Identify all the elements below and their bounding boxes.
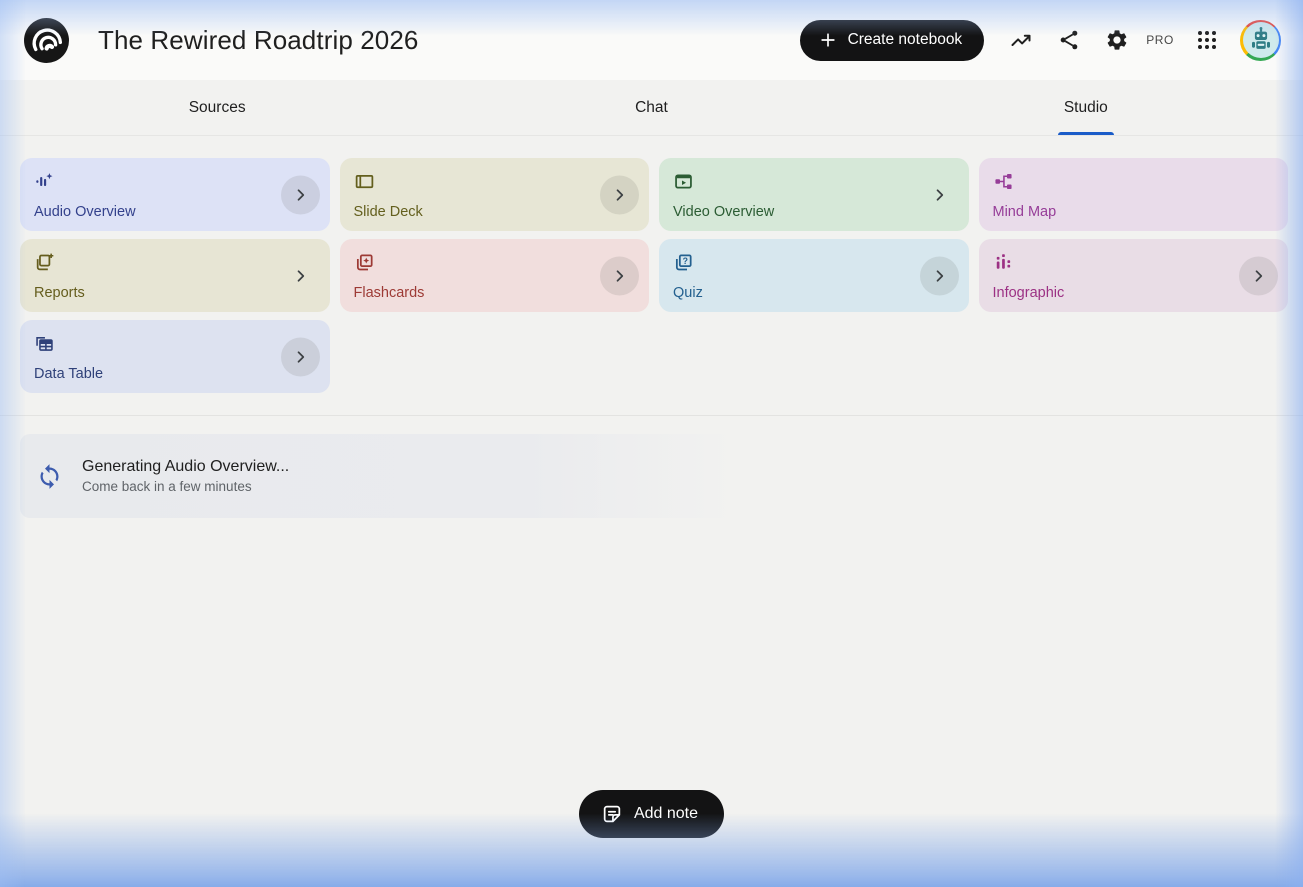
chevron-right-icon[interactable]	[280, 337, 320, 376]
user-avatar-robot-icon	[1242, 22, 1279, 58]
chevron-right-icon[interactable]	[600, 256, 639, 295]
tab-sources-label: Sources	[188, 98, 246, 116]
generation-status-text: Generating Audio Overview... Come back i…	[82, 458, 289, 494]
studio-card-quiz[interactable]: ? Quiz	[659, 239, 969, 312]
infographic-bars-icon	[993, 252, 1275, 273]
flashcards-star-icon	[354, 252, 636, 273]
studio-card-mind-map[interactable]: Mind Map	[978, 158, 1288, 231]
mind-map-nodes-icon	[993, 171, 1275, 192]
add-note-area: Add note	[0, 790, 1303, 887]
chevron-right-icon[interactable]	[920, 175, 959, 214]
studio-card-label-mind-map: Mind Map	[992, 204, 1057, 220]
data-table-grid-icon	[34, 333, 316, 354]
chevron-right-icon[interactable]	[919, 256, 959, 295]
generation-status-row: Generating Audio Overview... Come back i…	[20, 434, 1283, 518]
quiz-cards-question-icon: ?	[673, 252, 955, 273]
header-actions: Create notebook PRO	[799, 19, 1281, 61]
slide-deck-icon	[354, 171, 636, 192]
share-icon[interactable]	[1048, 19, 1090, 61]
audio-waveform-sparkle-icon	[34, 171, 316, 192]
studio-card-label-quiz: Quiz	[673, 285, 703, 301]
chevron-right-icon[interactable]	[1239, 256, 1278, 295]
tab-studio[interactable]: Studio	[869, 80, 1303, 135]
studio-card-label-data-table: Data Table	[34, 366, 104, 382]
tab-chat[interactable]: Chat	[434, 80, 868, 135]
tab-chat-label: Chat	[635, 98, 668, 116]
studio-card-reports[interactable]: Reports	[20, 239, 330, 312]
svg-text:?: ?	[683, 256, 688, 266]
create-notebook-label: Create notebook	[847, 31, 963, 48]
studio-card-infographic[interactable]: Infographic	[978, 239, 1288, 312]
studio-card-label-audio-overview: Audio Overview	[34, 204, 136, 220]
settings-gear-icon[interactable]	[1096, 19, 1138, 61]
create-notebook-button[interactable]: Create notebook	[799, 19, 985, 61]
add-note-label: Add note	[633, 805, 699, 822]
studio-card-label-video-overview: Video Overview	[673, 204, 775, 220]
app-header: The Rewired Roadtrip 2026 Create noteboo…	[0, 0, 1303, 80]
status-subtitle: Come back in a few minutes	[82, 479, 252, 494]
studio-card-label-infographic: Infographic	[992, 285, 1065, 301]
content-divider	[0, 415, 1303, 416]
studio-card-slide-deck[interactable]: Slide Deck	[339, 158, 649, 231]
studio-card-flashcards[interactable]: Flashcards	[339, 239, 649, 312]
studio-card-label-reports: Reports	[34, 285, 85, 301]
studio-card-video-overview[interactable]: Video Overview	[659, 158, 969, 231]
tab-sources[interactable]: Sources	[0, 80, 434, 135]
chevron-right-icon[interactable]	[600, 175, 639, 214]
note-edit-icon	[601, 803, 623, 825]
user-avatar[interactable]	[1240, 19, 1281, 61]
trending-up-icon[interactable]	[1000, 19, 1042, 61]
notebook-title[interactable]: The Rewired Roadtrip 2026	[98, 24, 419, 55]
add-note-button[interactable]: Add note	[578, 790, 725, 838]
chevron-right-icon[interactable]	[281, 256, 320, 295]
sync-progress-icon	[36, 463, 63, 490]
studio-card-audio-overview[interactable]: Audio Overview	[20, 158, 330, 231]
studio-card-data-table[interactable]: Data Table	[20, 320, 330, 393]
status-title: Generating Audio Overview...	[82, 458, 290, 475]
tab-studio-label: Studio	[1063, 98, 1108, 116]
studio-panel: Audio Overview Slide Deck Video Overview…	[0, 136, 1303, 887]
plus-icon	[818, 30, 838, 50]
report-stack-add-icon	[34, 252, 316, 273]
tab-bar: Sources Chat Studio	[0, 80, 1303, 136]
pro-badge: PRO	[1146, 33, 1174, 47]
studio-card-label-flashcards: Flashcards	[353, 285, 425, 301]
studio-card-label-slide-deck: Slide Deck	[353, 204, 423, 220]
chevron-right-icon[interactable]	[280, 175, 320, 214]
google-apps-grid-icon[interactable]	[1186, 19, 1228, 61]
notebooklm-logo-icon[interactable]	[24, 17, 69, 63]
studio-cards-grid: Audio Overview Slide Deck Video Overview…	[0, 136, 1303, 393]
video-frame-play-icon	[673, 171, 955, 192]
